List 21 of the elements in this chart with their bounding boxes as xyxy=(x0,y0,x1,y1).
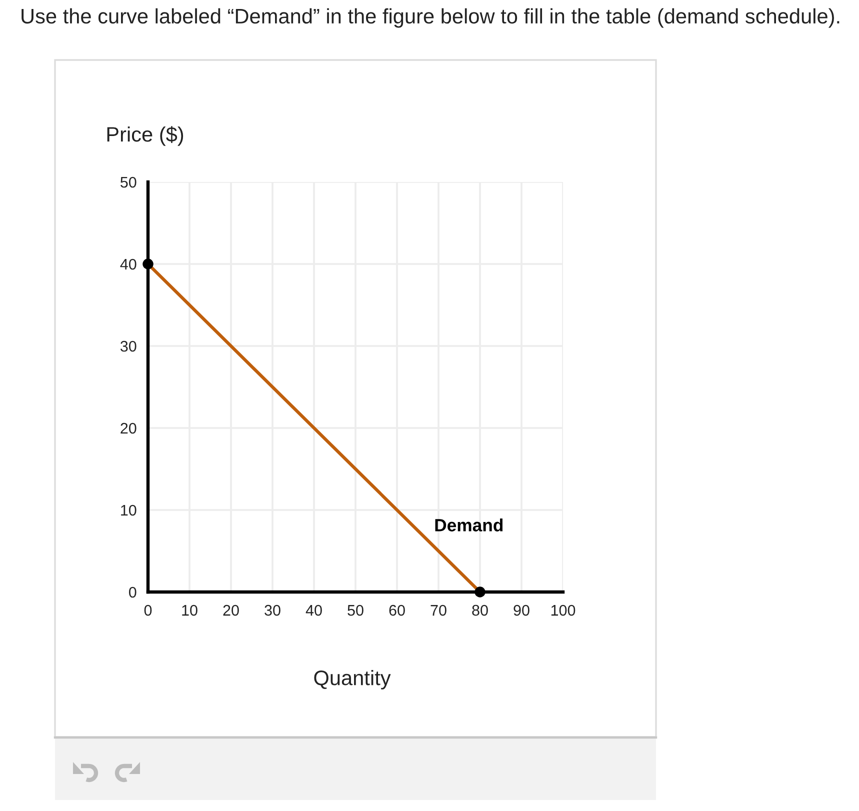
x-tick-label: 90 xyxy=(514,604,530,616)
x-axis-title: Quantity xyxy=(314,670,391,690)
y-tick-label: 30 xyxy=(120,340,136,352)
series-label: Demand xyxy=(435,518,503,532)
y-tick-label: 10 xyxy=(121,504,136,516)
x-tick-label: 20 xyxy=(223,604,239,616)
x-tick-label: 10 xyxy=(182,604,198,616)
y-tick-label: 50 xyxy=(120,176,136,188)
x-tick-label: 0 xyxy=(144,604,152,616)
x-tick-label: 70 xyxy=(430,604,446,616)
y-axis-title: Price ($) xyxy=(107,126,184,146)
y-tick-label: 40 xyxy=(120,258,136,270)
x-tick-label: 50 xyxy=(348,604,364,616)
y-tick-label: 0 xyxy=(128,586,136,598)
x-tick-label: 30 xyxy=(264,604,280,616)
x-tick-label: 80 xyxy=(472,604,488,616)
x-tick-label: 60 xyxy=(389,604,405,616)
chart-title: Use the curve labeled “Demand” in the figure below to fill in the table (demand schedule). xyxy=(22,8,840,28)
x-tick-label: 40 xyxy=(306,604,322,616)
x-tick-label: 100 xyxy=(551,604,576,616)
y-tick-label: 20 xyxy=(120,422,136,434)
